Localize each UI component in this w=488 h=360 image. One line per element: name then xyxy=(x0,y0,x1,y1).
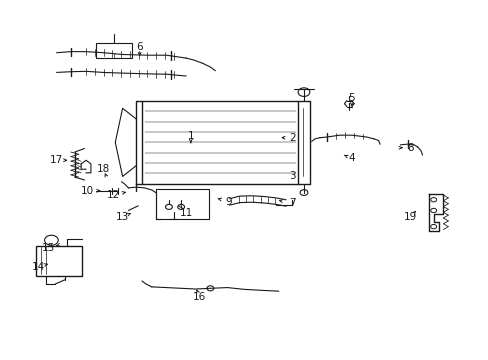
Text: 4: 4 xyxy=(348,153,354,163)
Text: 15: 15 xyxy=(42,243,55,253)
Text: 7: 7 xyxy=(288,198,295,208)
Text: 13: 13 xyxy=(116,212,129,221)
Text: 10: 10 xyxy=(81,186,94,196)
Text: 1: 1 xyxy=(187,131,194,141)
Circle shape xyxy=(298,88,309,96)
Text: 5: 5 xyxy=(348,93,354,103)
Circle shape xyxy=(44,235,58,245)
Text: 3: 3 xyxy=(288,171,295,181)
Text: 6: 6 xyxy=(136,42,142,52)
Bar xyxy=(156,189,209,220)
Text: 11: 11 xyxy=(179,208,192,218)
Text: 19: 19 xyxy=(403,212,416,221)
Bar xyxy=(142,101,298,184)
Text: 9: 9 xyxy=(225,197,232,207)
Text: 16: 16 xyxy=(193,292,206,302)
Bar xyxy=(36,246,82,276)
Text: 2: 2 xyxy=(288,133,295,143)
Text: 8: 8 xyxy=(406,143,413,153)
Text: 14: 14 xyxy=(32,262,45,272)
Text: 12: 12 xyxy=(107,190,120,200)
Text: 18: 18 xyxy=(96,164,109,174)
Bar xyxy=(96,43,132,58)
Text: 17: 17 xyxy=(50,155,63,165)
